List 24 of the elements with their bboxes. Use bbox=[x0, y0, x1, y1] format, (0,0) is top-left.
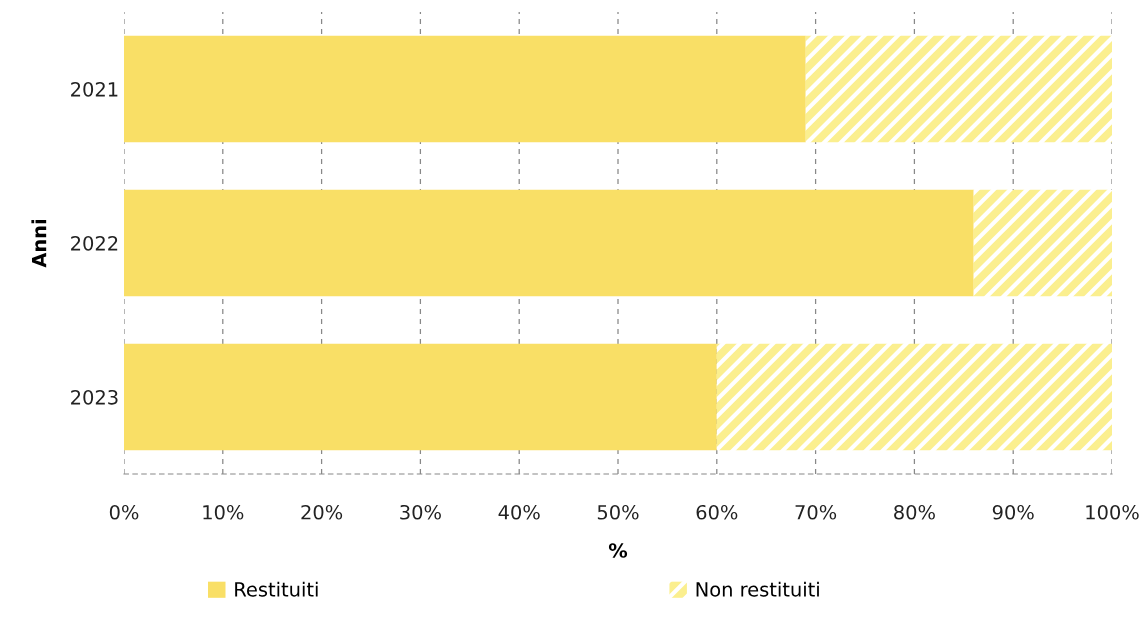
bar bbox=[973, 189, 1112, 297]
x-tick-label: 50% bbox=[597, 504, 639, 520]
x-tick-label: 20% bbox=[301, 504, 343, 520]
x-tick-label: 80% bbox=[894, 504, 935, 520]
legend-label: Non restituiti bbox=[696, 581, 819, 597]
y-tick-label: 2023 bbox=[71, 389, 118, 405]
bar bbox=[124, 35, 806, 143]
y-tick-label: 2021 bbox=[71, 81, 118, 97]
bar bbox=[124, 189, 974, 297]
bar bbox=[805, 35, 1112, 143]
x-tick-label: 30% bbox=[400, 504, 441, 520]
bar bbox=[124, 343, 717, 451]
x-tick-label: 90% bbox=[992, 504, 1034, 520]
x-tick-label: 60% bbox=[696, 504, 738, 520]
x-tick-label: 10% bbox=[203, 504, 244, 520]
y-axis-title: Anni bbox=[31, 219, 47, 268]
x-axis-title: % bbox=[608, 543, 628, 558]
x-tick-label: 70% bbox=[795, 504, 837, 520]
x-tick-label: 40% bbox=[498, 504, 540, 520]
x-tick-label: 100% bbox=[1086, 504, 1139, 520]
bar bbox=[716, 343, 1112, 451]
x-tick-label: 0% bbox=[109, 504, 139, 520]
y-tick-label: 2022 bbox=[71, 235, 118, 251]
legend-label: Restituiti bbox=[235, 581, 318, 597]
